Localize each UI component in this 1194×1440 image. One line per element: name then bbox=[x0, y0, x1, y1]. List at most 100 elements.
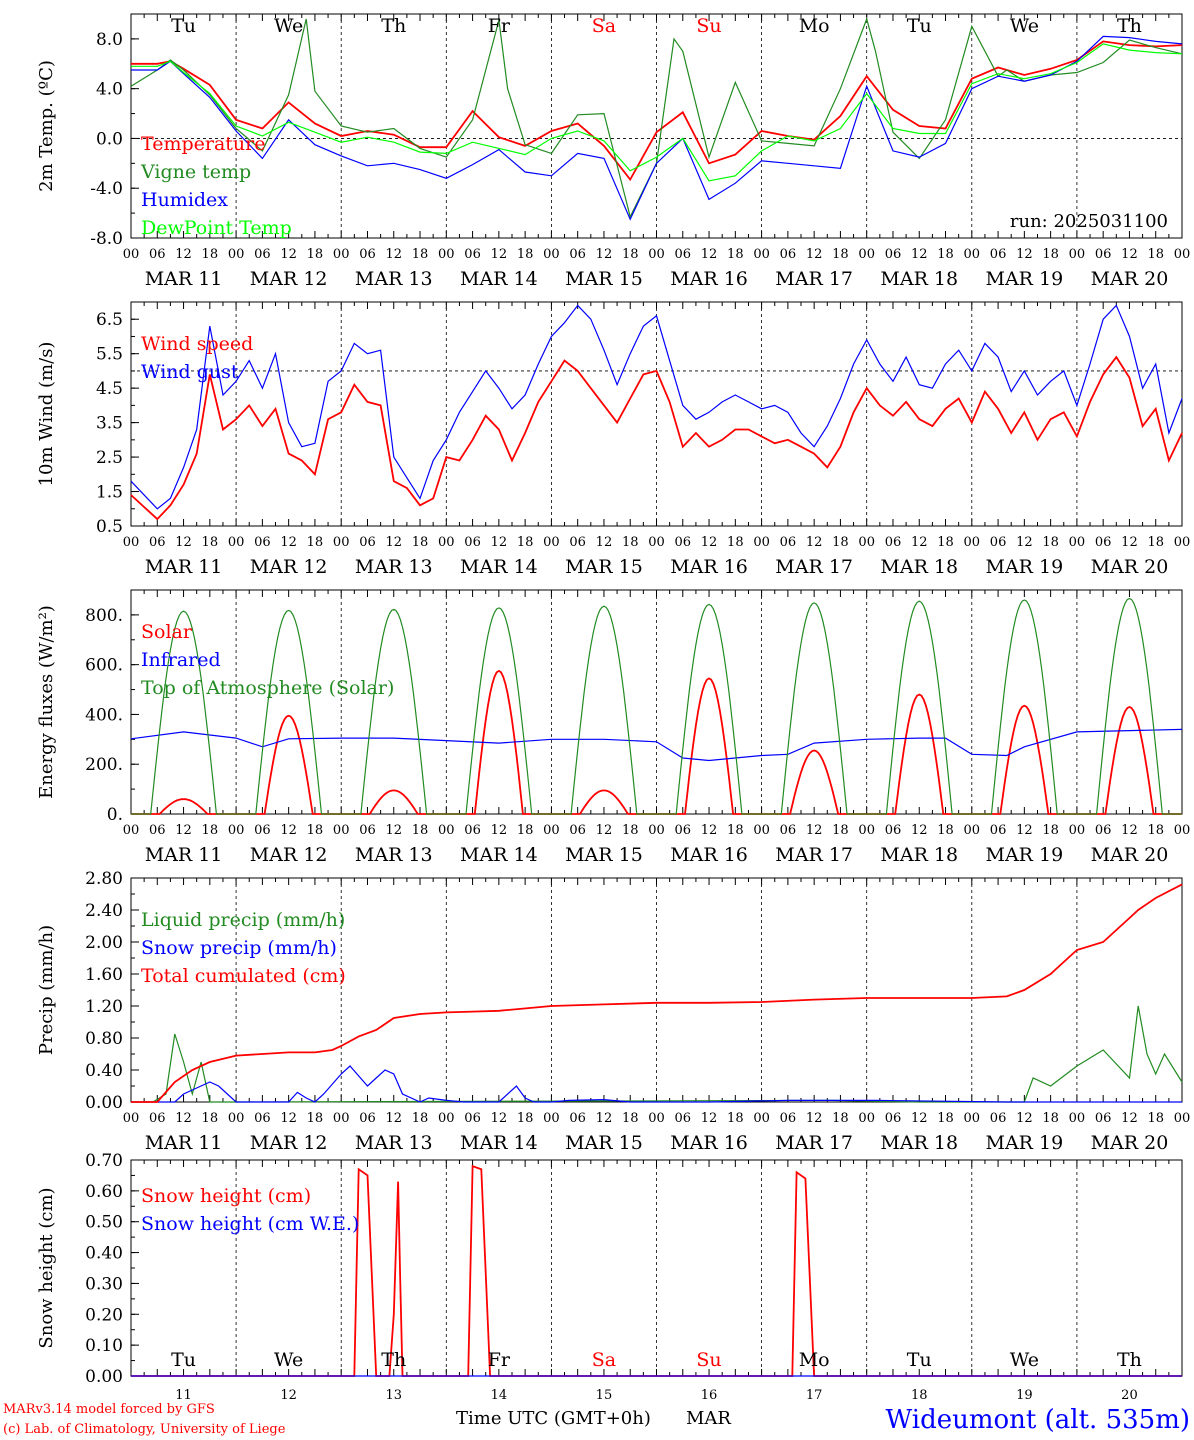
hour-label: 06 bbox=[885, 823, 902, 838]
date-label: MAR 17 bbox=[775, 556, 853, 578]
hour-label: 12 bbox=[175, 247, 192, 262]
hour-label: 06 bbox=[254, 247, 271, 262]
y-tick-label: 0.0 bbox=[96, 129, 123, 149]
plot-frame bbox=[130, 13, 1183, 239]
hour-label: 06 bbox=[359, 1111, 376, 1126]
y-axis-label: 10m Wind (m/s) bbox=[36, 342, 57, 487]
hour-label: 18 bbox=[727, 1111, 744, 1126]
date-label: MAR 15 bbox=[565, 1132, 643, 1154]
hour-label: 06 bbox=[675, 535, 692, 550]
y-tick-label: 1.20 bbox=[85, 997, 123, 1017]
hour-label: 18 bbox=[622, 247, 639, 262]
date-label: MAR 17 bbox=[775, 844, 853, 866]
day-name-label: Tu bbox=[907, 1349, 932, 1371]
y-tick-label: -8.0 bbox=[90, 229, 123, 249]
day-name-label: We bbox=[1010, 1349, 1039, 1371]
date-label: MAR 18 bbox=[880, 1132, 958, 1154]
series-line-top-of-atmosphere-solar- bbox=[131, 597, 1182, 815]
hour-label: 06 bbox=[1095, 823, 1112, 838]
hour-label: 18 bbox=[1042, 247, 1059, 262]
y-tick-label: 2.00 bbox=[85, 933, 123, 953]
y-tick-label: 0.00 bbox=[85, 1367, 123, 1387]
y-tick-label: 4.5 bbox=[96, 379, 123, 399]
day-number-label: 13 bbox=[385, 1388, 402, 1403]
hour-label: 06 bbox=[569, 1111, 586, 1126]
hour-label: 00 bbox=[753, 247, 770, 262]
day-name-label: Th bbox=[1117, 15, 1142, 37]
day-name-label: Sa bbox=[592, 15, 616, 37]
y-tick-label: 5.5 bbox=[96, 345, 123, 365]
hour-label: 00 bbox=[964, 1111, 981, 1126]
date-label: MAR 12 bbox=[250, 268, 328, 290]
date-label: MAR 16 bbox=[670, 1132, 748, 1154]
hour-label: 18 bbox=[307, 823, 324, 838]
panel-4: 2.80 2.40 2.00 1.60 1.20 0.80 0.40 0.00 Precip (… bbox=[36, 869, 1190, 1154]
date-label: MAR 20 bbox=[1091, 268, 1169, 290]
hour-label: 18 bbox=[307, 1111, 324, 1126]
hour-label: 06 bbox=[254, 823, 271, 838]
date-label: MAR 11 bbox=[145, 844, 223, 866]
hour-label: 18 bbox=[622, 1111, 639, 1126]
day-number-label: 15 bbox=[596, 1388, 613, 1403]
hour-label: 18 bbox=[937, 535, 954, 550]
hour-label: 18 bbox=[412, 247, 429, 262]
hour-label: 00 bbox=[753, 535, 770, 550]
hour-label: 00 bbox=[1069, 823, 1086, 838]
legend-entry: Solar bbox=[141, 621, 193, 643]
hour-label: 12 bbox=[596, 535, 613, 550]
day-name-label: Su bbox=[696, 15, 721, 37]
y-tick-label: 3.5 bbox=[96, 414, 123, 434]
hour-label: 18 bbox=[1042, 823, 1059, 838]
hour-label: 12 bbox=[1016, 535, 1033, 550]
hour-label: 00 bbox=[543, 1111, 560, 1126]
y-tick-label: 0.60 bbox=[85, 1182, 123, 1202]
hour-label: 00 bbox=[228, 823, 245, 838]
date-label: MAR 15 bbox=[565, 556, 643, 578]
hour-label: 12 bbox=[806, 535, 823, 550]
station-title: Wideumont (alt. 535m) bbox=[886, 1405, 1190, 1435]
hour-label: 00 bbox=[438, 247, 455, 262]
hour-label: 06 bbox=[780, 247, 797, 262]
date-label: MAR 12 bbox=[250, 556, 328, 578]
credit-line-1: MARv3.14 model forced by GFS bbox=[3, 1402, 215, 1417]
legend-entry: Temperature bbox=[141, 133, 265, 155]
day-name-label: We bbox=[274, 1349, 303, 1371]
hour-label: 06 bbox=[675, 247, 692, 262]
series-line-snow-precip-mm-h- bbox=[131, 1065, 1182, 1103]
hour-label: 18 bbox=[622, 535, 639, 550]
hour-label: 12 bbox=[1121, 1111, 1138, 1126]
day-number-label: 17 bbox=[806, 1388, 823, 1403]
day-name-label: Th bbox=[381, 1349, 406, 1371]
hour-label: 18 bbox=[937, 1111, 954, 1126]
date-label: MAR 14 bbox=[460, 1132, 538, 1154]
legend-entry: Wind gust bbox=[141, 361, 239, 383]
hour-label: 06 bbox=[675, 1111, 692, 1126]
y-axis-label: Snow height (cm) bbox=[36, 1187, 57, 1348]
hour-label: 06 bbox=[1095, 1111, 1112, 1126]
credit-line-2: (c) Lab. of Climatology, University of L… bbox=[3, 1422, 286, 1437]
hour-label: 12 bbox=[806, 247, 823, 262]
panel-3: 800. 600. 400. 200. 0. Energy fluxes (W/m²) So… bbox=[36, 589, 1190, 866]
y-tick-label: 800. bbox=[85, 606, 123, 626]
series-line-dewpoint-temp bbox=[131, 43, 1183, 182]
y-tick-label: 0. bbox=[107, 805, 123, 825]
day-name-label: Sa bbox=[592, 1349, 616, 1371]
legend-entry: Infrared bbox=[141, 649, 221, 671]
hour-label: 00 bbox=[228, 247, 245, 262]
day-number-label: 12 bbox=[280, 1388, 297, 1403]
hour-label: 00 bbox=[438, 823, 455, 838]
hour-label: 00 bbox=[858, 823, 875, 838]
hour-label: 06 bbox=[885, 1111, 902, 1126]
hour-label: 06 bbox=[885, 247, 902, 262]
hour-label: 12 bbox=[1121, 247, 1138, 262]
day-name-label: Tu bbox=[171, 15, 196, 37]
y-tick-label: 0.50 bbox=[85, 1213, 123, 1233]
date-label: MAR 19 bbox=[985, 844, 1063, 866]
day-name-label: Th bbox=[381, 15, 406, 37]
date-label: MAR 17 bbox=[775, 268, 853, 290]
hour-label: 06 bbox=[464, 247, 481, 262]
hour-label: 18 bbox=[202, 1111, 219, 1126]
hour-label: 12 bbox=[385, 247, 402, 262]
series-line-humidex bbox=[131, 35, 1183, 221]
date-label: MAR 16 bbox=[670, 268, 748, 290]
